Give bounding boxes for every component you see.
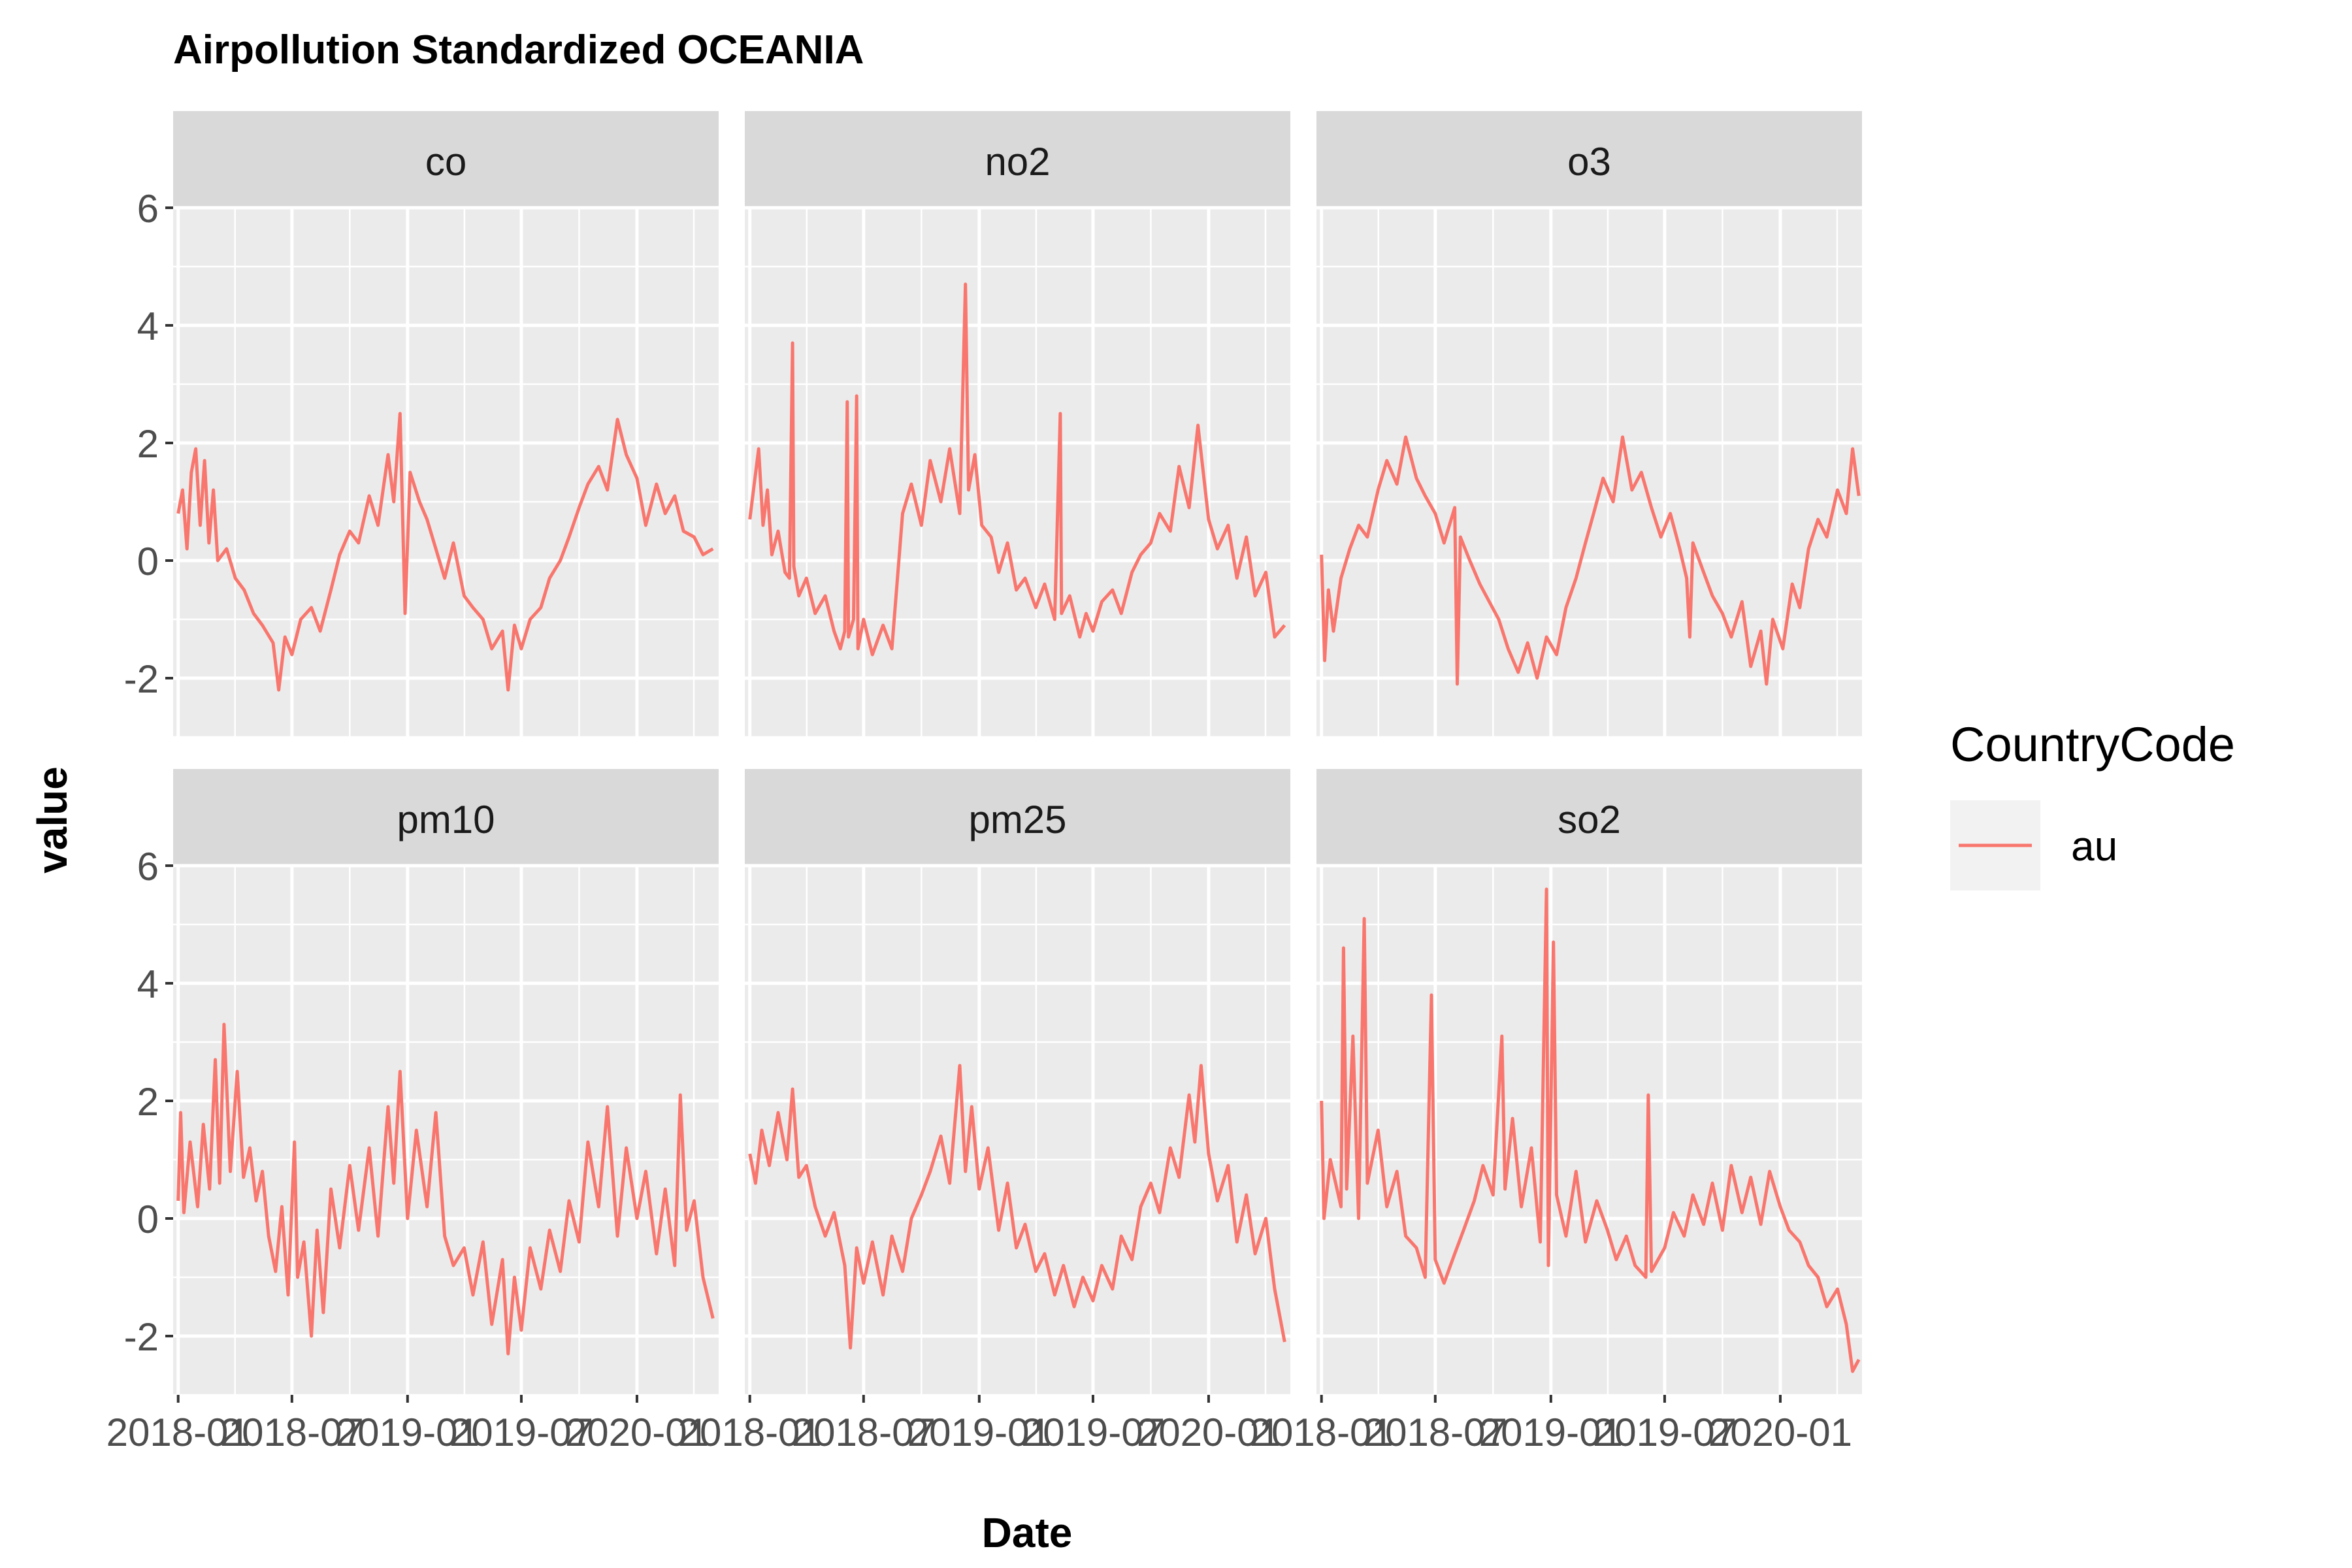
x-tick-label: 2019-01 [1479,1411,1623,1454]
plot-area-pm10 [173,866,719,1395]
legend: CountryCode au [1950,717,2235,890]
facet-strip-label-o3: o3 [1567,140,1611,184]
x-tick-label: 2019-07 [449,1411,593,1454]
y-tick-label: 2 [137,422,159,466]
y-tick-label: 6 [137,187,159,231]
plot-area-co [173,208,719,737]
y-tick-label: 6 [137,845,159,889]
facet-panel-pm10: pm10 -2 0 2 4 6 2018-012018-072019-012019-0720… [106,769,719,1454]
facet-strip-no2 [745,111,1290,208]
x-tick-label: 2018-01 [106,1411,250,1454]
facet-panel-co: co -2 0 2 4 6 [124,111,719,738]
series-line-no2-au [748,282,1286,657]
y-tick-label: 0 [137,540,159,583]
facet-strip-label-co: co [425,140,466,184]
x-tick-label: 2020-01 [1137,1411,1281,1454]
y-tick-label: -2 [124,1315,159,1359]
x-tick-label: 2019-01 [336,1411,480,1454]
facet-panel-no2: no2 [745,111,1290,738]
plot-area-so2 [1316,866,1862,1395]
series-line-co-au [176,412,714,692]
y-tick-label: 0 [137,1198,159,1241]
series-line-pm25-au [748,1064,1286,1350]
facet-panel-o3: o3 [1316,111,1862,738]
plot-area-pm25 [745,866,1290,1395]
facet-strip-pm10 [173,769,719,866]
x-tick-label: 2019-01 [907,1411,1051,1454]
x-tick-label: 2018-01 [678,1411,822,1454]
x-axis-title: Date [982,1509,1073,1556]
x-tick-label: 2020-01 [1708,1411,1852,1454]
facet-strip-label-so2: so2 [1558,798,1621,841]
facet-strip-co [173,111,719,208]
y-tick-label: 4 [137,304,159,348]
legend-label-au: au [2071,823,2117,870]
series-line-o3-au [1320,435,1861,686]
series-line-so2-au [1320,887,1861,1373]
plot-area-no2 [745,208,1290,737]
x-tick-label: 2019-07 [1021,1411,1165,1454]
facet-strip-label-pm10: pm10 [397,798,495,841]
facet-strip-label-pm25: pm25 [968,798,1066,841]
legend-title: CountryCode [1950,717,2235,772]
x-tick-label: 2018-01 [1250,1411,1394,1454]
facet-strip-so2 [1316,769,1862,866]
x-tick-label: 2020-01 [565,1411,709,1454]
y-tick-label: 2 [137,1080,159,1124]
x-tick-label: 2018-07 [792,1411,936,1454]
y-tick-label: 4 [137,962,159,1006]
facet-strip-pm25 [745,769,1290,866]
y-axis-title: value [29,766,76,874]
y-tick-label: -2 [124,657,159,701]
facet-strip-o3 [1316,111,1862,208]
x-tick-label: 2019-07 [1593,1411,1737,1454]
series-line-pm10-au [176,1022,715,1356]
x-tick-label: 2018-07 [1364,1411,1507,1454]
facet-strip-label-no2: no2 [985,140,1050,184]
x-tick-label: 2018-07 [220,1411,364,1454]
chart-title: Airpollution Standardized OCEANIA [173,27,864,73]
